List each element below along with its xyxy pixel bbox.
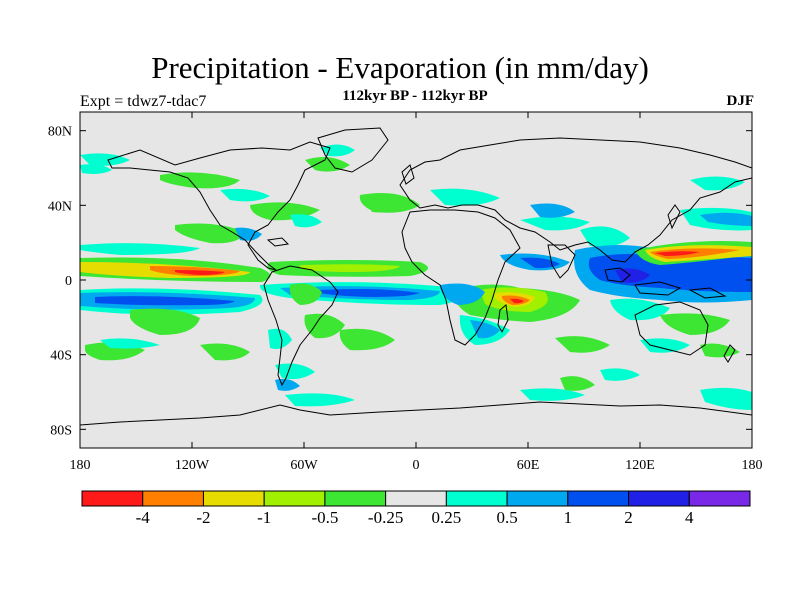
colorbar-swatch [263, 490, 326, 507]
colorbar-label: 4 [685, 508, 694, 527]
lat-tick-label: 80N [48, 125, 72, 140]
axis-ticks: 80N 40N 0 40S 80S 180 120W 60W 0 60E 120E 180 [48, 112, 763, 473]
lon-tick-label: 0 [413, 458, 420, 473]
colorbar-swatch [506, 490, 569, 507]
colorbar-label: -1 [257, 508, 271, 527]
colorbar: -4 -2 -1 -0.5 -0.25 0.25 0.5 1 2 4 [81, 490, 751, 527]
lon-tick-label: 60E [517, 458, 540, 473]
colorbar-swatch [142, 490, 204, 507]
colorbar-label: -0.25 [368, 508, 403, 527]
lon-tick-label: 180 [70, 458, 91, 473]
colorbar-swatch [324, 490, 387, 507]
lat-tick-label: 40S [50, 349, 72, 364]
colorbar-label: -0.5 [311, 508, 338, 527]
colorbar-label: 0.25 [431, 508, 461, 527]
colorbar-label: 1 [564, 508, 573, 527]
map-subtitle: 112kyr BP - 112kyr BP [342, 88, 488, 104]
colorbar-label: -2 [196, 508, 210, 527]
colorbar-swatch [385, 490, 447, 507]
colorbar-swatch [202, 490, 265, 507]
colorbar-swatch [688, 490, 751, 507]
colorbar-swatch [628, 490, 690, 507]
lon-tick-label: 60W [290, 458, 318, 473]
lon-tick-label: 180 [742, 458, 763, 473]
season-label: DJF [726, 93, 755, 109]
colorbar-label: -4 [136, 508, 151, 527]
continent-outlines [80, 127, 752, 426]
colorbar-label: 2 [624, 508, 633, 527]
lon-tick-label: 120W [175, 458, 210, 473]
colorbar-swatch [81, 490, 144, 507]
anomaly-field [80, 144, 752, 410]
colorbar-swatch [567, 490, 630, 507]
colorbar-swatch [445, 490, 508, 507]
lat-tick-label: 80S [50, 423, 72, 438]
colorbar-label: 0.5 [496, 508, 517, 527]
lat-tick-label: 40N [48, 199, 72, 214]
lat-tick-label: 0 [65, 274, 72, 289]
experiment-label: Expt = tdwz7-tdac7 [80, 93, 207, 110]
lon-tick-label: 120E [625, 458, 655, 473]
map-title: Precipitation - Evaporation (in mm/day) [151, 50, 649, 85]
